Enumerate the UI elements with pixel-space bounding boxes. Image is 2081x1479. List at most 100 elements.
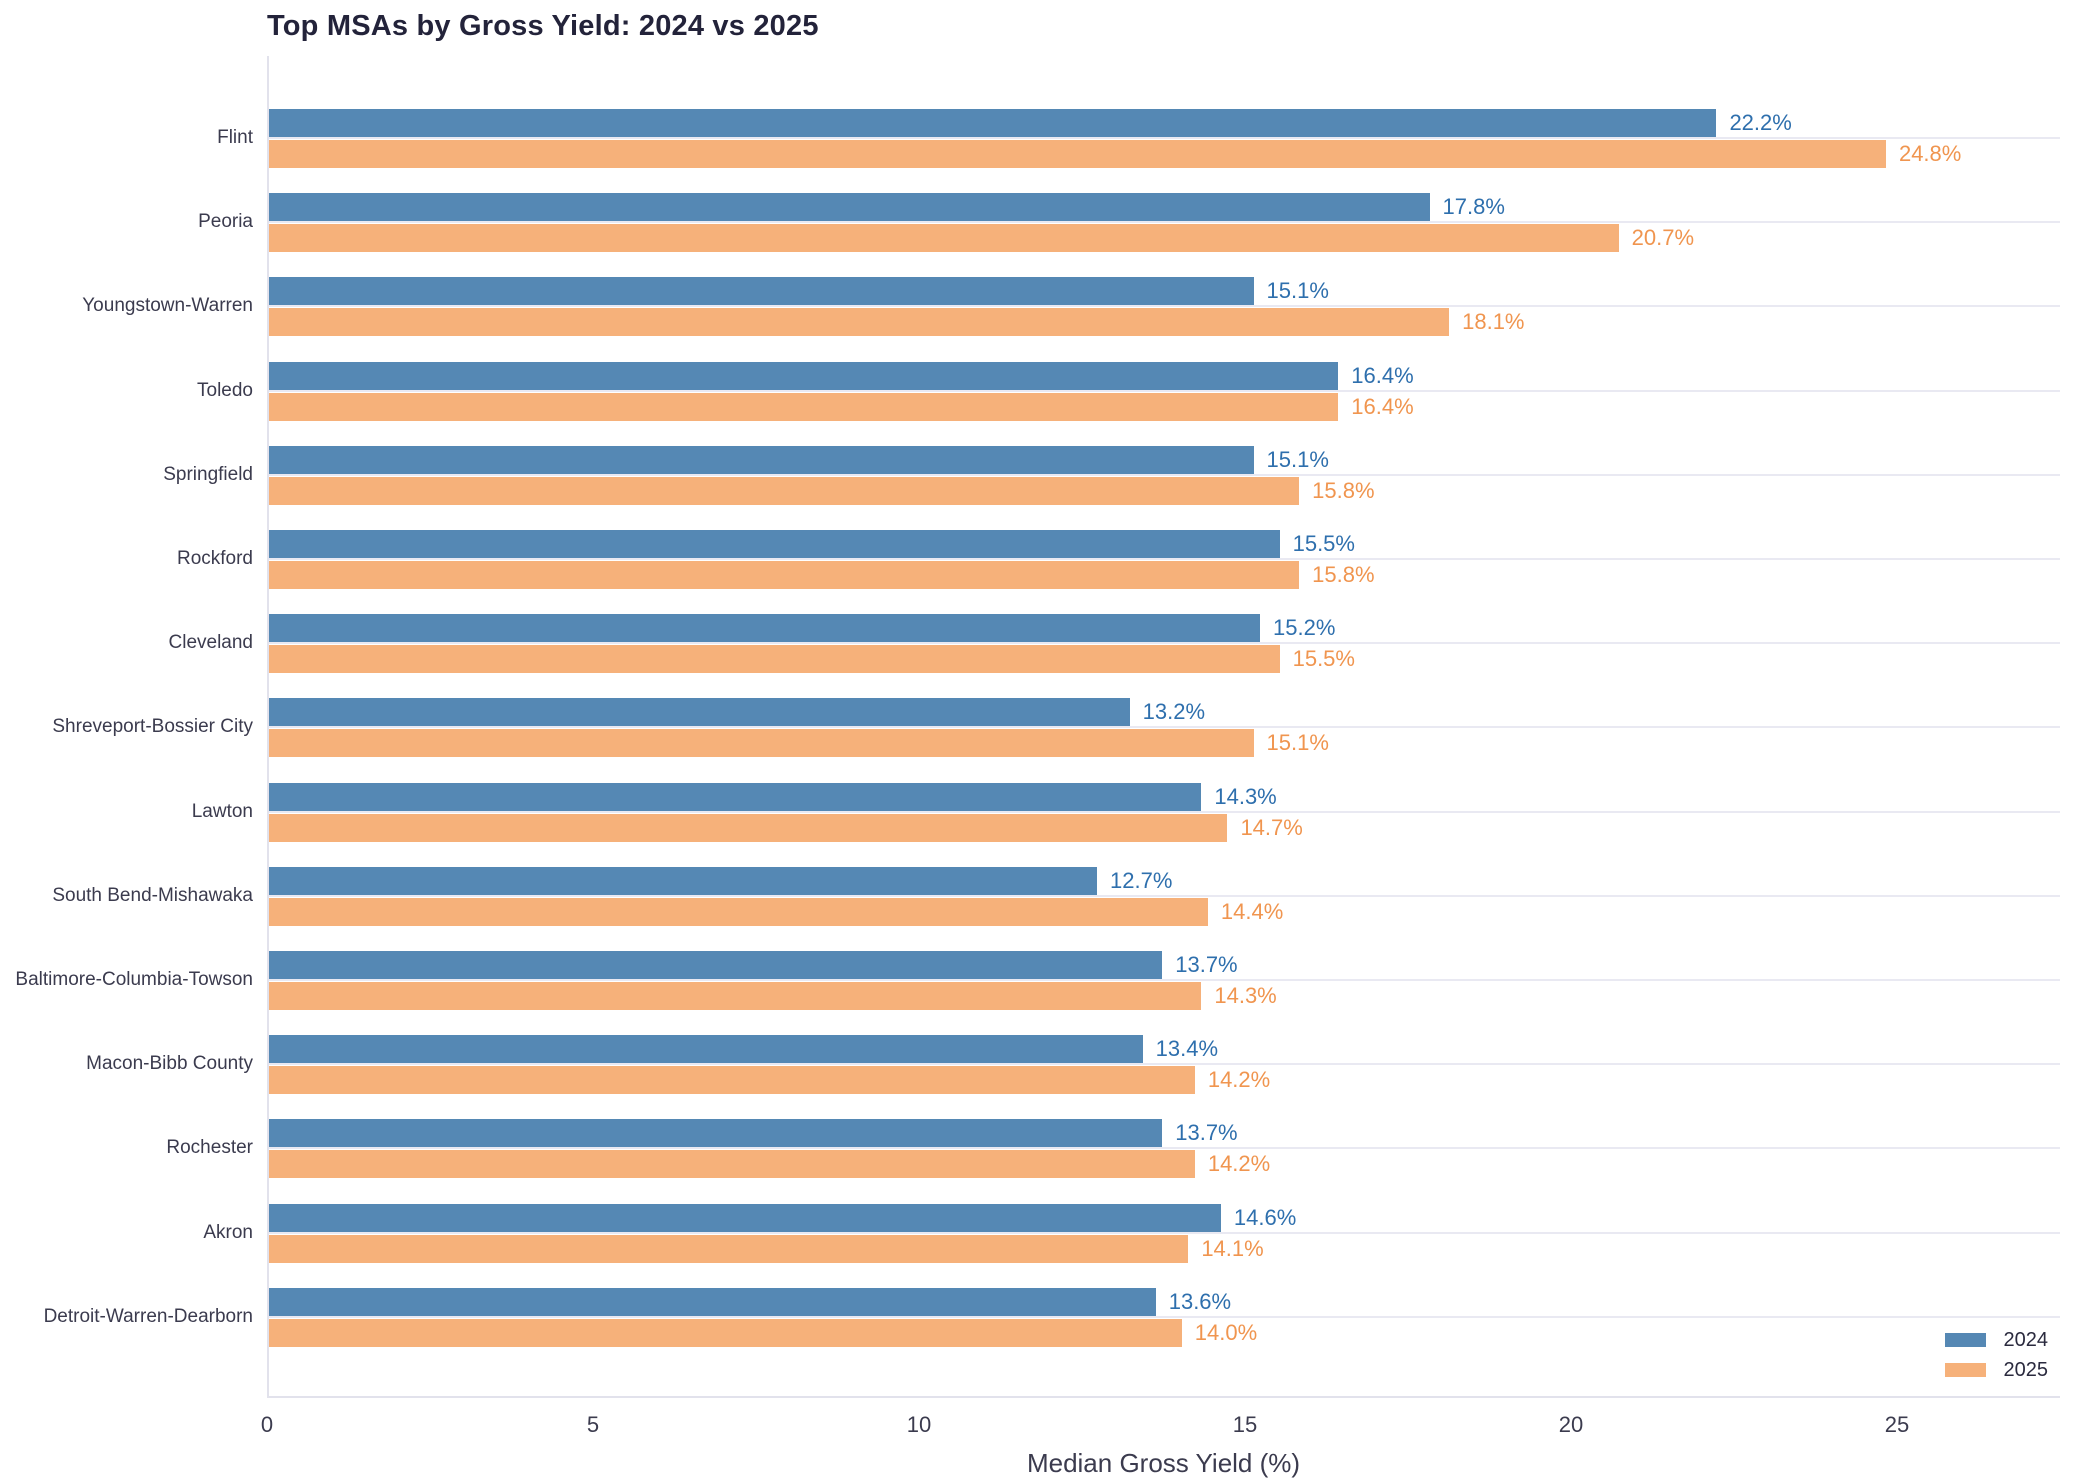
- x-tick-label: 0: [260, 1412, 274, 1437]
- category-gridline: [269, 1231, 2060, 1234]
- value-label-2025: 15.5%: [1292, 646, 1355, 672]
- bar-2025: [269, 729, 1254, 758]
- bar-2024: [269, 866, 1098, 895]
- bar-2024: [269, 445, 1254, 474]
- category-gridline: [269, 558, 2060, 560]
- bar-2025: [269, 982, 1202, 1010]
- bar-2025: [269, 1150, 1195, 1179]
- x-tick-label: 25: [1884, 1412, 1910, 1437]
- legend-swatch-2024: [1944, 1333, 1986, 1347]
- x-tick-label: 5: [586, 1412, 600, 1437]
- value-label-2025: 14.2%: [1207, 1067, 1271, 1093]
- chart-title: Top MSAs by Gross Yield: 2024 vs 2025: [267, 10, 819, 42]
- category-label: Rochester: [166, 1137, 253, 1159]
- category-label: Toledo: [197, 379, 253, 401]
- bar-2024: [269, 698, 1130, 727]
- value-label-2024: 14.3%: [1214, 783, 1277, 809]
- category-gridline: [269, 305, 2060, 308]
- bar-2024: [269, 193, 1430, 222]
- value-label-2025: 24.8%: [1898, 141, 1962, 166]
- value-label-2024: 12.7%: [1110, 867, 1173, 893]
- bar-2025: [269, 897, 1208, 926]
- bar-2025: [269, 1318, 1182, 1347]
- bar-2024: [269, 951, 1163, 979]
- bar-2024: [269, 782, 1202, 811]
- category-label: Lawton: [191, 800, 253, 822]
- bar-2025: [269, 813, 1228, 842]
- value-label-2024: 15.1%: [1266, 278, 1329, 304]
- bar-2024: [269, 361, 1339, 390]
- value-label-2024: 13.7%: [1175, 1120, 1238, 1146]
- value-label-2024: 15.1%: [1266, 446, 1329, 472]
- category-label: Shreveport-Bossier City: [52, 716, 253, 738]
- value-label-2024: 17.8%: [1442, 194, 1505, 220]
- bar-2024: [269, 1119, 1163, 1148]
- value-label-2025: 18.1%: [1462, 309, 1525, 335]
- value-label-2024: 22.2%: [1729, 110, 1792, 135]
- category-label: Springfield: [163, 463, 253, 485]
- bar-2024: [269, 1287, 1156, 1316]
- category-gridline: [269, 473, 2060, 476]
- x-tick-label: 15: [1232, 1412, 1258, 1437]
- value-label-2024: 13.4%: [1155, 1036, 1219, 1062]
- legend-label-2024: 2024: [2003, 1328, 2049, 1351]
- category-label: Flint: [217, 127, 253, 148]
- bar-2025: [269, 1234, 1189, 1263]
- category-gridline: [269, 1315, 2060, 1318]
- value-label-2024: 13.2%: [1142, 699, 1206, 725]
- category-label: Macon-Bibb County: [86, 1053, 253, 1075]
- bar-2025: [269, 476, 1300, 505]
- value-label-2025: 16.4%: [1351, 393, 1414, 419]
- bar-2025: [269, 1066, 1195, 1095]
- category-gridline: [269, 389, 2060, 392]
- value-label-2025: 14.3%: [1214, 983, 1277, 1008]
- category-label: Cleveland: [168, 632, 254, 654]
- value-label-2025: 15.8%: [1312, 477, 1375, 503]
- value-label-2025: 20.7%: [1631, 225, 1695, 251]
- legend-item-2024: 2024: [1944, 1327, 2049, 1353]
- legend-swatch-2025: [1944, 1363, 1986, 1377]
- category-gridline: [269, 137, 2060, 139]
- value-label-2025: 14.4%: [1220, 898, 1284, 924]
- category-gridline: [269, 1147, 2060, 1150]
- category-label: Akron: [203, 1221, 253, 1243]
- value-label-2024: 15.5%: [1292, 531, 1355, 556]
- value-label-2024: 16.4%: [1351, 362, 1414, 388]
- x-tick-label: 20: [1558, 1412, 1584, 1437]
- value-label-2024: 14.6%: [1233, 1204, 1297, 1230]
- category-gridline: [269, 979, 2060, 981]
- legend-label-2025: 2025: [2003, 1358, 2049, 1381]
- bar-2025: [269, 561, 1300, 589]
- legend: 2024 2025: [1944, 1327, 2049, 1383]
- category-gridline: [269, 221, 2060, 224]
- bar-2025: [269, 392, 1339, 421]
- x-tick-label: 10: [906, 1412, 932, 1437]
- category-gridline: [269, 894, 2060, 897]
- bar-2024: [269, 614, 1261, 643]
- category-gridline: [269, 1063, 2060, 1066]
- bar-2025: [269, 308, 1450, 337]
- value-label-2025: 14.0%: [1194, 1319, 1258, 1345]
- bar-2024: [269, 1203, 1221, 1232]
- value-label-2024: 15.2%: [1273, 615, 1336, 641]
- category-label: Baltimore-Columbia-Towson: [15, 969, 253, 990]
- value-label-2025: 14.2%: [1207, 1151, 1271, 1177]
- category-label: Rockford: [176, 548, 253, 569]
- bar-2025: [269, 140, 1886, 168]
- value-label-2025: 14.7%: [1240, 814, 1303, 840]
- category-label: Peoria: [198, 211, 253, 233]
- bar-2024: [269, 530, 1280, 558]
- value-label-2024: 13.7%: [1175, 952, 1238, 977]
- bar-2024: [269, 277, 1254, 306]
- category-gridline: [269, 810, 2060, 813]
- category-label: South Bend-Mishawaka: [52, 884, 253, 906]
- bar-2024: [269, 1035, 1143, 1064]
- plot-area: 22.2% 24.8% 17.8% 20.7% 15.1% 18.1% 16.4% 16.4%…: [267, 56, 2060, 1398]
- category-label: Youngstown-Warren: [82, 295, 253, 317]
- bar-2025: [269, 645, 1280, 674]
- value-label-2025: 15.8%: [1312, 562, 1375, 587]
- value-label-2024: 13.6%: [1168, 1288, 1232, 1314]
- legend-item-2025: 2025: [1944, 1357, 2049, 1383]
- x-axis-label: Median Gross Yield (%): [1026, 1448, 1301, 1478]
